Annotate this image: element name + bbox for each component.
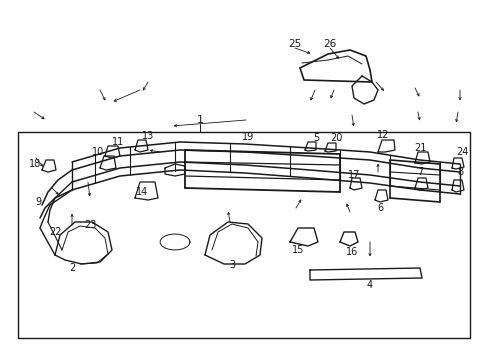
Text: 20: 20 [329, 133, 342, 143]
Text: 17: 17 [347, 170, 360, 180]
Text: 5: 5 [312, 133, 319, 143]
Text: 2: 2 [69, 263, 75, 273]
Text: 15: 15 [291, 245, 304, 255]
Text: 21: 21 [413, 143, 426, 153]
Text: 18: 18 [29, 159, 41, 169]
Text: 8: 8 [456, 167, 462, 177]
Text: 1: 1 [196, 115, 203, 125]
Text: 26: 26 [323, 39, 336, 49]
Text: 10: 10 [92, 147, 104, 157]
Text: 24: 24 [455, 147, 467, 157]
Text: 16: 16 [345, 247, 357, 257]
Text: 4: 4 [366, 280, 372, 290]
Text: 23: 23 [83, 220, 96, 230]
Text: 9: 9 [35, 197, 41, 207]
Text: 3: 3 [228, 260, 235, 270]
Text: 6: 6 [376, 203, 382, 213]
Text: 19: 19 [242, 132, 254, 142]
Text: 12: 12 [376, 130, 388, 140]
Text: 13: 13 [142, 131, 154, 141]
Text: 25: 25 [288, 39, 301, 49]
Text: 14: 14 [136, 187, 148, 197]
Text: 7: 7 [416, 167, 422, 177]
Text: 11: 11 [112, 137, 124, 147]
Text: 22: 22 [49, 227, 61, 237]
